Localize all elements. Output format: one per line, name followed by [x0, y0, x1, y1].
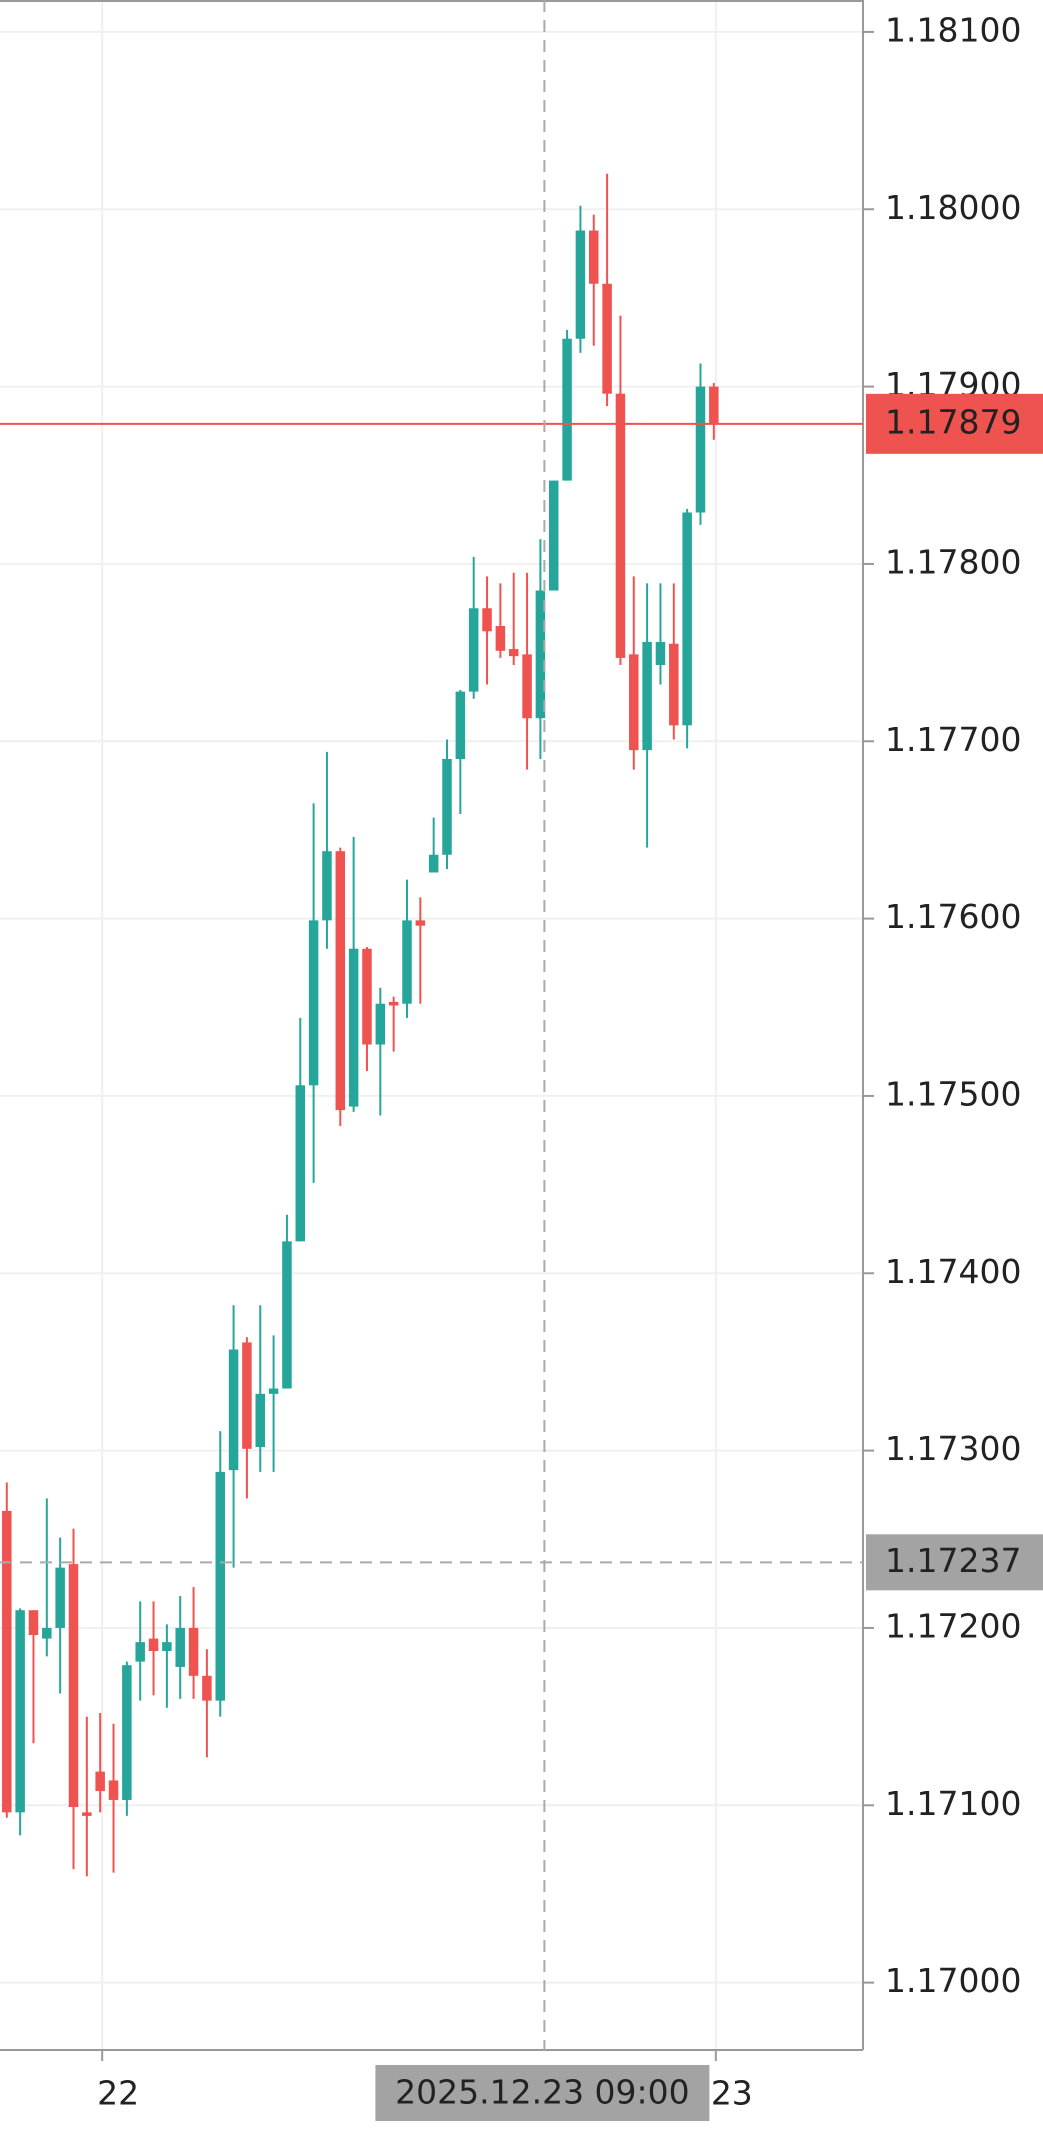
candle-body: [28, 1610, 39, 1636]
candle-body: [642, 641, 652, 751]
candle-body: [15, 1610, 25, 1813]
candle-body: [535, 590, 546, 719]
candle-body: [455, 691, 466, 759]
candle-body: [348, 948, 359, 1107]
y-tick-label: 1.17000: [885, 1961, 1021, 2000]
candle-body: [55, 1567, 65, 1628]
candle-body: [482, 608, 492, 632]
candle-body: [375, 1003, 386, 1045]
candle-body: [709, 386, 719, 424]
candle-body: [122, 1665, 132, 1800]
candle-body: [669, 643, 679, 726]
candle-body: [95, 1771, 105, 1792]
y-tick-label: 1.17800: [885, 542, 1021, 581]
candle-body: [575, 230, 586, 339]
candle-body: [589, 230, 599, 284]
candle-body: [188, 1627, 199, 1676]
x-tick-label: 22: [97, 2074, 139, 2113]
candle-body: [415, 920, 426, 926]
candle-body: [508, 649, 519, 657]
candle-body: [242, 1342, 252, 1449]
candle-body: [388, 1001, 399, 1006]
candle-body: [268, 1388, 279, 1394]
candle-body: [2, 1510, 12, 1813]
y-tick-label: 1.17100: [885, 1784, 1021, 1823]
candle-body: [629, 654, 639, 751]
candle-body: [522, 654, 532, 719]
candle-body: [162, 1642, 172, 1651]
candle-body: [255, 1393, 266, 1448]
candles: [2, 173, 719, 1877]
crosshair-price-tag: [866, 1534, 1043, 1591]
candle-body: [202, 1675, 212, 1701]
candle-body: [695, 386, 706, 513]
grid: 1.17000 1.17100 1.17200 1.17300 1.17400 1.175…: [0, 0, 1021, 2113]
candle-body: [402, 920, 412, 1004]
candle-body: [42, 1627, 52, 1639]
candle-body: [335, 851, 346, 1111]
candle-body: [108, 1780, 119, 1800]
candle-body: [175, 1627, 185, 1667]
y-tick-label: 1.18100: [885, 10, 1021, 49]
candle-body: [148, 1638, 159, 1651]
y-tick-label: 1.17400: [885, 1252, 1021, 1291]
x-tick-label: 23: [711, 2074, 753, 2113]
y-tick-label: 1.17600: [885, 897, 1021, 936]
y-tick-label: 1.17500: [885, 1074, 1021, 1113]
candle-body: [282, 1241, 292, 1389]
y-tick-label: 1.17700: [885, 720, 1021, 759]
candle-body: [362, 948, 372, 1045]
candle-body: [602, 283, 612, 394]
y-tick-label: 1.17200: [885, 1606, 1021, 1645]
candle-body: [428, 854, 439, 873]
candle-body: [655, 641, 666, 666]
candle-body: [615, 393, 626, 658]
y-tick-label: 1.17300: [885, 1429, 1021, 1468]
current-price-tag: [866, 393, 1043, 454]
candle-body: [135, 1642, 145, 1662]
candle-body: [468, 608, 479, 692]
crosshair-price-label: 1.17237: [885, 1541, 1021, 1580]
current-price-label: 1.17879: [885, 402, 1021, 441]
crosshair-time-tag: [375, 2065, 710, 2121]
y-tick-label: 1.18000: [885, 188, 1021, 227]
candle-body: [295, 1085, 306, 1242]
candle-body: [442, 758, 452, 855]
candle-body: [562, 338, 572, 481]
candle-body: [682, 512, 692, 726]
candle-body: [495, 625, 506, 651]
candle-body: [548, 480, 559, 591]
candle-body: [215, 1471, 225, 1701]
candle-body: [308, 920, 319, 1086]
candle-body: [68, 1564, 79, 1808]
candle-body: [82, 1812, 92, 1816]
crosshair-time-label: 2025.12.23 09:00: [395, 2073, 690, 2112]
candle-body: [322, 851, 332, 921]
candle-body: [228, 1349, 239, 1471]
